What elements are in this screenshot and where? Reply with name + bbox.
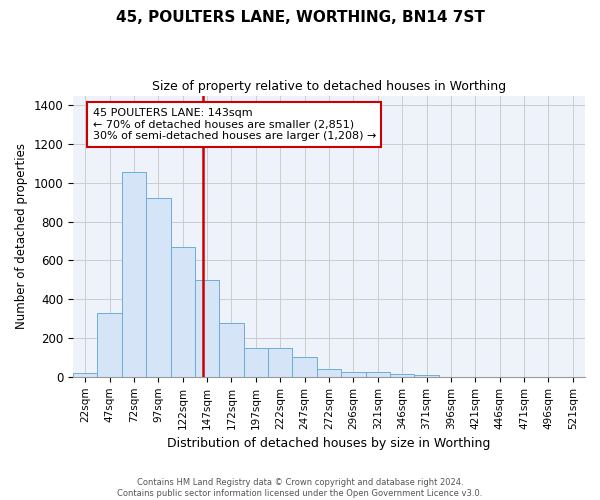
Text: 45 POULTERS LANE: 143sqm
← 70% of detached houses are smaller (2,851)
30% of sem: 45 POULTERS LANE: 143sqm ← 70% of detach…	[92, 108, 376, 142]
Bar	[317, 369, 341, 377]
Bar	[97, 313, 122, 377]
X-axis label: Distribution of detached houses by size in Worthing: Distribution of detached houses by size …	[167, 437, 491, 450]
Text: 45, POULTERS LANE, WORTHING, BN14 7ST: 45, POULTERS LANE, WORTHING, BN14 7ST	[116, 10, 484, 25]
Bar	[122, 172, 146, 377]
Bar	[244, 348, 268, 377]
Bar	[365, 372, 390, 377]
Bar	[73, 373, 97, 377]
Text: Contains HM Land Registry data © Crown copyright and database right 2024.
Contai: Contains HM Land Registry data © Crown c…	[118, 478, 482, 498]
Bar	[390, 374, 415, 377]
Y-axis label: Number of detached properties: Number of detached properties	[15, 143, 28, 329]
Bar	[195, 280, 220, 377]
Bar	[170, 247, 195, 377]
Title: Size of property relative to detached houses in Worthing: Size of property relative to detached ho…	[152, 80, 506, 93]
Bar	[292, 358, 317, 377]
Bar	[146, 198, 170, 377]
Bar	[341, 372, 365, 377]
Bar	[220, 322, 244, 377]
Bar	[415, 375, 439, 377]
Bar	[268, 348, 292, 377]
